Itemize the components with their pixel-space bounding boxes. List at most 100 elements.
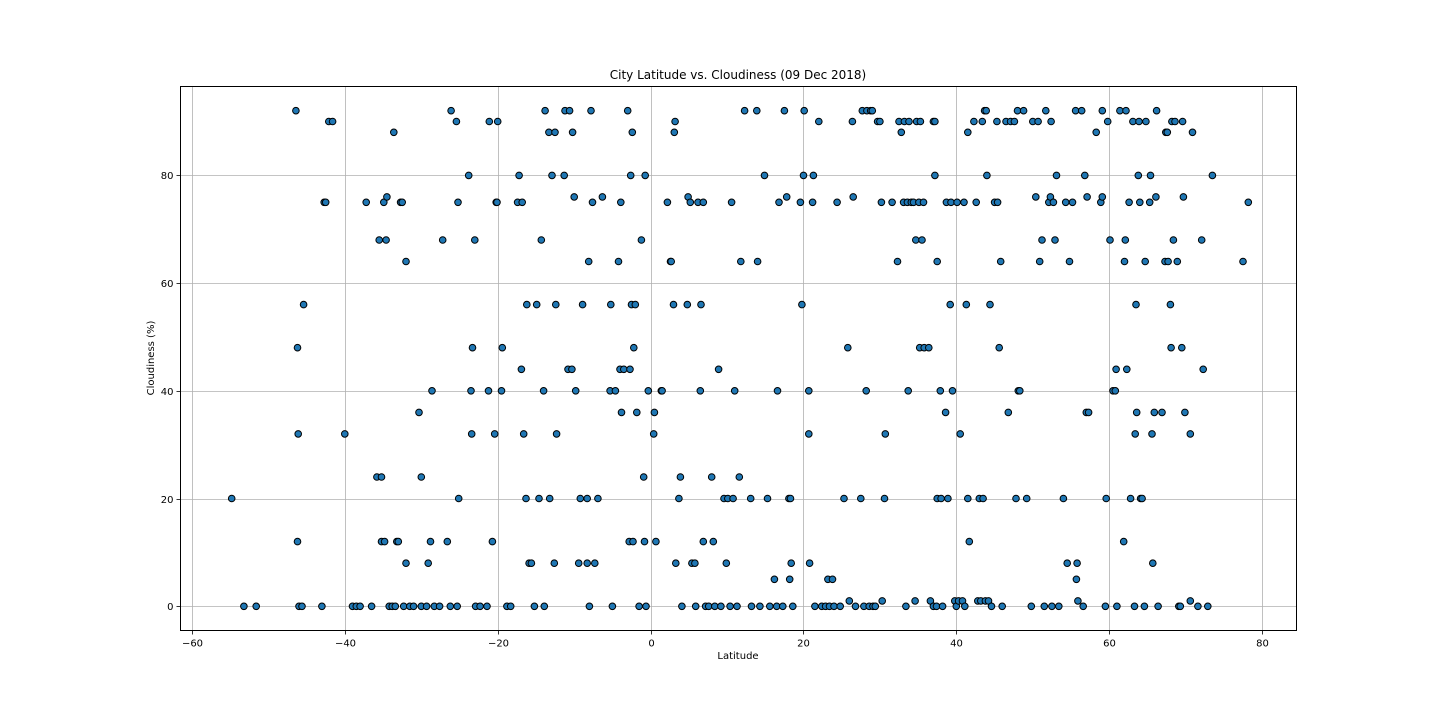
data-point [1010, 117, 1019, 126]
data-point [916, 117, 925, 126]
data-point [787, 559, 796, 568]
data-point [252, 602, 261, 611]
x-tick-label: 20 [797, 639, 810, 650]
data-point [240, 602, 248, 611]
data-point [931, 171, 939, 180]
data-point [667, 257, 676, 266]
y-tick-label: 40 [161, 387, 174, 398]
data-point [671, 117, 679, 126]
y-axis: 0 20 40 60 80 [161, 171, 181, 613]
data-point [970, 117, 978, 126]
data-point [960, 198, 968, 207]
data-point [633, 408, 641, 417]
data-point [1034, 117, 1042, 126]
data-point [535, 494, 543, 503]
data-point [415, 408, 423, 417]
data-point [532, 300, 541, 309]
data-point [1122, 106, 1130, 115]
data-point [961, 602, 969, 611]
data-point [956, 430, 965, 438]
data-point [972, 198, 981, 207]
data-point [293, 537, 302, 546]
data-point [1019, 106, 1028, 115]
data-point [552, 300, 560, 309]
data-point [675, 494, 683, 503]
data-point [341, 430, 349, 438]
data-point [649, 430, 658, 438]
data-point [409, 602, 418, 611]
data-point [560, 171, 569, 180]
data-point [763, 494, 772, 503]
data-point [375, 236, 384, 244]
data-point [978, 117, 987, 126]
data-point [443, 537, 452, 546]
x-tick-label: 80 [1256, 639, 1269, 650]
data-point [1173, 257, 1182, 266]
data-point [1061, 198, 1070, 207]
data-point [570, 193, 579, 201]
data-point [982, 106, 991, 115]
data-point [608, 602, 617, 611]
data-point [1194, 602, 1202, 611]
data-point [878, 597, 887, 605]
data-point [620, 365, 628, 374]
data-point [1140, 602, 1149, 611]
data-point [1141, 257, 1149, 266]
data-point [548, 171, 556, 180]
data-point [377, 473, 386, 481]
data-point [550, 559, 559, 568]
data-point [1199, 365, 1207, 374]
x-axis-label: Latitude [717, 651, 758, 662]
data-point [986, 300, 994, 309]
data-point [435, 602, 444, 611]
data-point [628, 128, 637, 137]
data-point [518, 198, 527, 207]
data-point [1048, 602, 1056, 611]
data-point [391, 602, 400, 611]
data-point [805, 387, 813, 395]
data-point [857, 494, 865, 503]
data-point [730, 387, 739, 395]
data-point [1081, 171, 1089, 180]
data-point [779, 602, 787, 611]
data-point [1059, 494, 1068, 503]
data-point [1152, 106, 1161, 115]
data-point [1012, 494, 1020, 503]
data-point [789, 602, 797, 611]
data-point [490, 430, 499, 438]
data-point [729, 494, 737, 503]
data-point [1171, 117, 1179, 126]
data-point [367, 602, 376, 611]
data-point [936, 387, 945, 395]
data-point [948, 387, 957, 395]
data-point [571, 387, 580, 395]
data-point [904, 387, 913, 395]
data-point [996, 257, 1005, 266]
data-point [493, 117, 502, 126]
data-point [583, 494, 592, 503]
data-point [522, 494, 530, 503]
chart-title: City Latitude vs. Cloudiness (09 Dec 201… [610, 68, 866, 82]
data-point [800, 106, 809, 115]
data-point [1052, 171, 1061, 180]
data-point [644, 387, 653, 395]
data-point [1042, 106, 1050, 115]
data-point [1186, 597, 1195, 605]
data-point [737, 257, 745, 266]
data-point [468, 343, 477, 352]
data-point [756, 602, 764, 611]
data-point [845, 597, 854, 605]
data-point [868, 106, 877, 115]
data-point [576, 494, 585, 503]
data-point [786, 494, 795, 503]
data-point [1178, 343, 1186, 352]
x-tick-label: −40 [335, 639, 356, 650]
data-point [862, 387, 871, 395]
data-point [637, 236, 646, 244]
data-point [944, 494, 952, 503]
data-point [808, 198, 817, 207]
x-tick-label: 0 [648, 639, 654, 650]
data-point [452, 117, 461, 126]
data-point [1142, 117, 1150, 126]
